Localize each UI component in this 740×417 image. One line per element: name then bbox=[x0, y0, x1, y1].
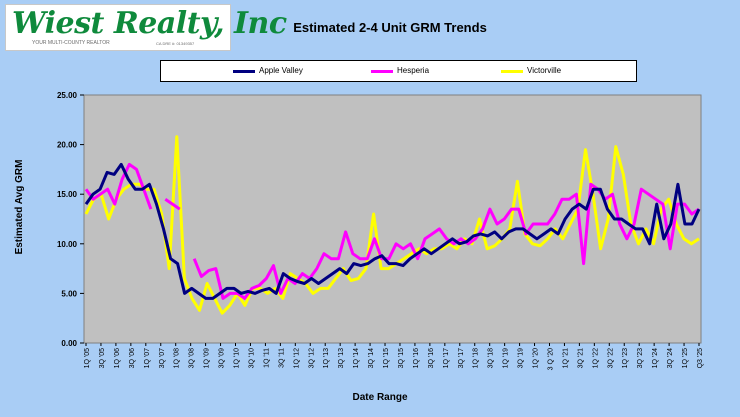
x-tick-label: 3Q '06 bbox=[129, 348, 136, 369]
x-tick-label: 1Q '11 bbox=[263, 348, 270, 368]
company-logo: Wiest Realty, Inc YOUR MULTI-COUNTY REAL… bbox=[5, 4, 287, 51]
x-tick-label: 1Q '22 bbox=[592, 348, 599, 369]
legend-label-hesperia: Hesperia bbox=[397, 66, 430, 75]
logo-license: CA DRE #: 01349357 bbox=[156, 41, 195, 46]
x-tick-label: 1Q '14 bbox=[353, 348, 360, 369]
y-tick-label: 20.00 bbox=[57, 141, 78, 150]
x-tick-label: 1Q '21 bbox=[562, 348, 569, 369]
chart-title: Estimated 2-4 Unit GRM Trends bbox=[293, 20, 487, 35]
x-tick-label: 1Q '05 bbox=[84, 348, 91, 369]
x-axis-label: Date Range bbox=[352, 392, 407, 403]
x-tick-label: 1Q '23 bbox=[622, 348, 629, 369]
x-tick-label: 3Q '17 bbox=[458, 348, 465, 369]
x-tick-label: 3Q '16 bbox=[428, 348, 435, 369]
y-tick-label: 0.00 bbox=[61, 339, 77, 348]
x-tick-label: 1Q '15 bbox=[383, 348, 390, 369]
legend-label-victorville: Victorville bbox=[527, 66, 562, 75]
x-tick-label: 1Q '17 bbox=[443, 348, 450, 369]
x-tick-label: 3Q '11 bbox=[278, 348, 285, 368]
x-tick-label: 3Q '13 bbox=[338, 348, 345, 369]
x-tick-label: 3Q '14 bbox=[368, 348, 375, 369]
plot-area bbox=[83, 94, 702, 344]
x-tick-label: 3Q '07 bbox=[159, 348, 166, 369]
x-tick-label: 3Q '08 bbox=[189, 348, 196, 369]
x-tick-label: 3Q '09 bbox=[219, 348, 226, 369]
y-tick-label: 10.00 bbox=[57, 240, 78, 249]
x-tick-label: 1Q '12 bbox=[293, 348, 300, 369]
x-tick-label: 1Q '13 bbox=[323, 348, 330, 369]
logo-tagline: YOUR MULTI-COUNTY REALTOR bbox=[32, 40, 110, 46]
legend-swatch-apple-valley bbox=[233, 70, 255, 73]
series-lines bbox=[84, 135, 701, 315]
x-tick-label: 1Q '24 bbox=[652, 348, 659, 369]
x-tick-label: 3Q '24 bbox=[667, 348, 674, 369]
series-line-apple-valley bbox=[84, 162, 701, 300]
x-tick-label: 1Q '19 bbox=[503, 348, 510, 369]
x-tick-label: 3Q '19 bbox=[518, 348, 525, 369]
series-line-victorville bbox=[84, 135, 700, 315]
x-tick-label: Q3 '25 bbox=[697, 348, 704, 369]
x-tick-label: 1Q '18 bbox=[473, 348, 480, 369]
x-tick-label: 3Q '10 bbox=[248, 348, 255, 369]
x-axis: 1Q '05 3Q '05 1Q '06 3Q '06 1Q '07 3Q '07 1Q '… bbox=[84, 343, 704, 370]
x-tick-label: 1Q '25 bbox=[682, 348, 689, 369]
x-tick-label: 3 Q '20 bbox=[547, 348, 554, 370]
logo-name: Wiest Realty, Inc bbox=[12, 6, 287, 41]
y-axis-label: Estimated Avg GRM bbox=[14, 160, 25, 255]
x-tick-label: 3Q '15 bbox=[398, 348, 405, 369]
y-tick-label: 25.00 bbox=[57, 91, 78, 100]
x-tick-label: 1Q '20 bbox=[533, 348, 540, 369]
legend-label-apple-valley: Apple Valley bbox=[259, 66, 303, 75]
x-tick-label: 3Q '22 bbox=[607, 348, 614, 369]
x-tick-label: 1Q '07 bbox=[144, 348, 151, 369]
y-tick-label: 15.00 bbox=[57, 190, 78, 199]
x-tick-label: 1Q '08 bbox=[174, 348, 181, 369]
x-tick-label: 1Q '06 bbox=[114, 348, 121, 369]
x-tick-label: 3Q '18 bbox=[488, 348, 495, 369]
x-tick-label: 3Q '12 bbox=[308, 348, 315, 369]
x-tick-label: 1Q '10 bbox=[234, 348, 241, 369]
x-tick-label: 3Q '23 bbox=[637, 348, 644, 369]
x-tick-label: 3Q '21 bbox=[577, 348, 584, 369]
legend-swatch-victorville bbox=[501, 70, 523, 73]
y-axis: 0.00 5.00 10.00 15.00 20.00 25.00 bbox=[57, 91, 84, 348]
chart-legend: Apple Valley Hesperia Victorville bbox=[160, 60, 637, 82]
x-tick-label: 1Q '16 bbox=[413, 348, 420, 369]
y-tick-label: 5.00 bbox=[61, 289, 77, 298]
legend-swatch-hesperia bbox=[371, 70, 393, 73]
x-tick-label: 3Q '05 bbox=[99, 348, 106, 369]
x-tick-label: 1Q '09 bbox=[204, 348, 211, 369]
